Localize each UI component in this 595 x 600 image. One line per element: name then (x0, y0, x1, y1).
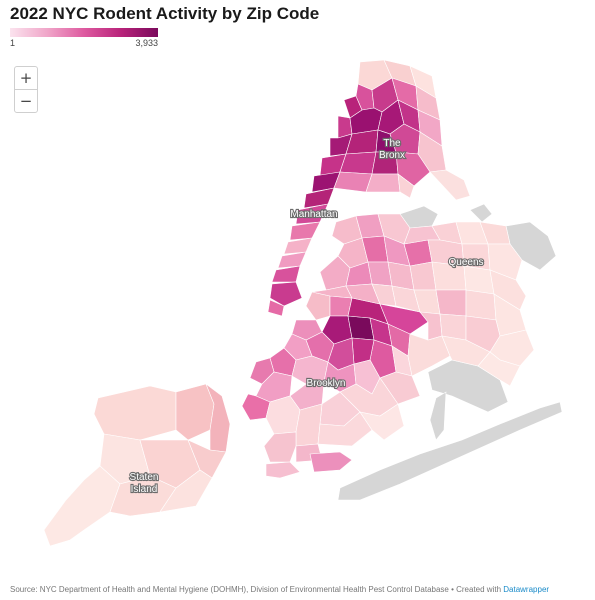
no-data-areas (337, 203, 563, 501)
legend-min-label: 1 (10, 38, 16, 48)
manhattan-zips (267, 95, 363, 317)
zip-area[interactable] (365, 173, 401, 193)
legend-gradient-bar (10, 28, 158, 37)
label-manhattan: Manhattan (290, 209, 337, 220)
zip-area[interactable] (291, 319, 323, 341)
jamaica-bay-island (429, 391, 447, 441)
rikers-area (469, 203, 493, 223)
zip-area[interactable] (175, 383, 215, 441)
zip-area[interactable] (159, 469, 213, 513)
zip-area[interactable] (93, 385, 177, 441)
zip-area[interactable] (477, 351, 521, 387)
zip-area[interactable] (419, 311, 443, 341)
zip-area[interactable] (339, 151, 377, 175)
zip-area[interactable] (305, 291, 331, 321)
zip-area[interactable] (311, 171, 341, 193)
label-brooklyn: Brooklyn (307, 378, 346, 389)
zip-area[interactable] (309, 451, 353, 473)
zoom-control: + − (14, 66, 38, 113)
zip-area[interactable] (379, 371, 421, 405)
zip-area[interactable] (265, 461, 301, 479)
choropleth-map[interactable]: The Bronx Manhattan Queens Brooklyn Stat… (0, 55, 595, 585)
zip-area[interactable] (249, 357, 275, 385)
zip-area[interactable] (303, 187, 335, 209)
zip-area[interactable] (311, 285, 353, 299)
zip-area[interactable] (409, 261, 437, 291)
source-text: Source: NYC Department of Health and Men… (10, 585, 504, 594)
zoom-out-button[interactable]: − (15, 89, 37, 112)
zip-area[interactable] (295, 403, 323, 447)
zip-area[interactable] (397, 173, 415, 199)
label-bronx-line2: Bronx (379, 150, 405, 161)
zip-area[interactable] (277, 251, 307, 269)
datawrapper-link[interactable]: Datawrapper (503, 585, 550, 594)
zip-area[interactable] (463, 265, 495, 295)
color-legend: 1 3,933 (10, 28, 160, 48)
zip-area[interactable] (465, 289, 497, 321)
zip-area[interactable] (267, 299, 285, 317)
brooklyn-zips (241, 291, 429, 479)
zip-area[interactable] (43, 465, 121, 547)
zip-area[interactable] (429, 169, 471, 201)
label-staten-line1: Staten (130, 472, 159, 483)
source-footer: Source: NYC Department of Health and Men… (10, 585, 549, 594)
rockaway-peninsula (337, 401, 563, 501)
zip-area[interactable] (269, 281, 303, 307)
zip-area[interactable] (435, 289, 467, 317)
zip-area[interactable] (283, 237, 313, 255)
zip-area[interactable] (271, 265, 301, 283)
zip-area[interactable] (333, 171, 373, 193)
bronx-zips (333, 59, 471, 201)
zip-area[interactable] (263, 431, 297, 463)
label-staten-line2: Island (131, 484, 158, 495)
zip-area[interactable] (395, 151, 431, 187)
zip-area[interactable] (289, 221, 321, 241)
map-title: 2022 NYC Rodent Activity by Zip Code (10, 4, 320, 23)
legend-max-label: 3,933 (135, 38, 158, 48)
zip-area[interactable] (489, 269, 527, 311)
borough-labels: The Bronx Manhattan Queens Brooklyn Stat… (128, 137, 484, 496)
zip-area[interactable] (379, 303, 429, 335)
zoom-in-button[interactable]: + (19, 69, 33, 87)
zip-area[interactable] (187, 439, 227, 479)
label-bronx-line1: The (383, 138, 401, 149)
queens-zips (311, 213, 535, 387)
zip-area[interactable] (487, 243, 523, 281)
zip-area[interactable] (359, 403, 405, 441)
label-queens: Queens (448, 257, 483, 268)
staten-island-zips (43, 383, 231, 547)
